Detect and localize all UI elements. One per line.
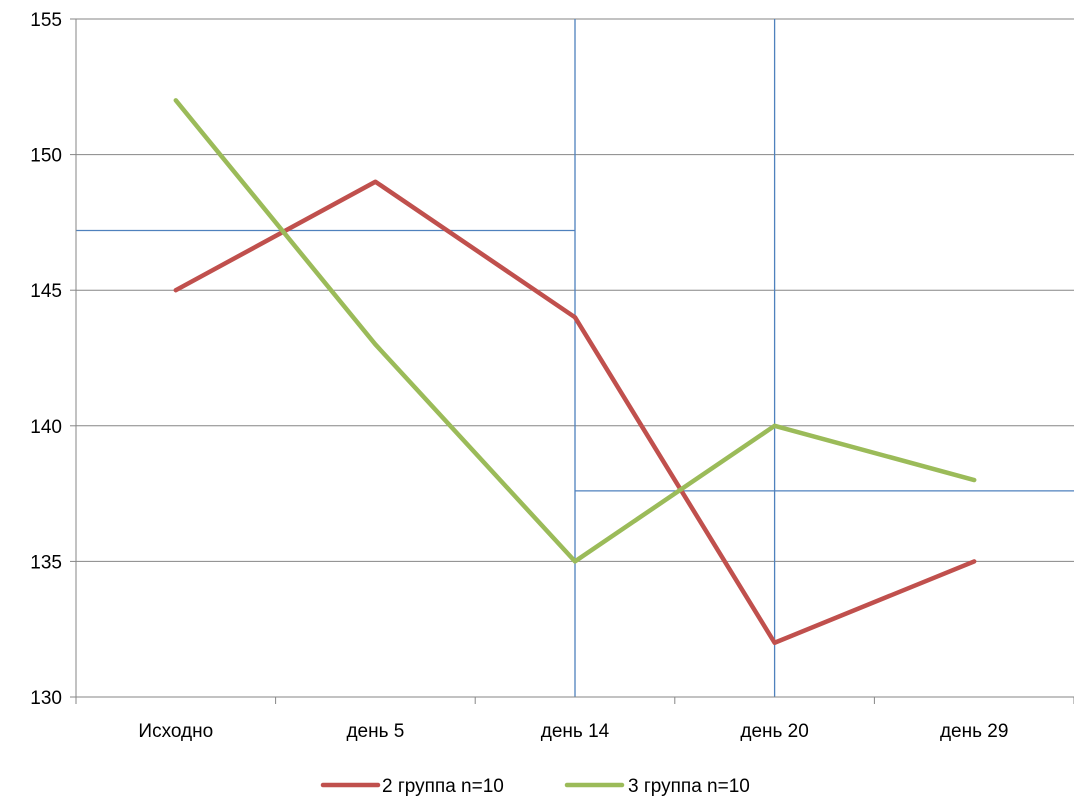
series-lines: [173, 98, 977, 646]
x-tick-label: день 29: [940, 721, 1008, 742]
x-tick-label: день 20: [740, 721, 808, 742]
legend: 2 группа n=10 3 группа n=10: [320, 776, 750, 797]
x-tick-label: день 5: [346, 721, 404, 742]
y-tick-label: 150: [30, 146, 62, 167]
legend-label: 3 группа n=10: [628, 776, 750, 797]
series-line-1: [173, 179, 977, 646]
x-tick-label: день 14: [541, 721, 610, 742]
y-tick-labels: 130 135 140 145 150 155: [30, 10, 62, 709]
y-tick-label: 130: [30, 688, 62, 709]
series-line-2: [173, 98, 977, 564]
reference-lines: [76, 19, 1074, 697]
axes: [70, 18, 1074, 704]
y-tick-label: 145: [30, 281, 62, 302]
y-tick-label: 135: [30, 552, 62, 573]
y-tick-label: 155: [30, 10, 62, 31]
y-tick-label: 140: [30, 417, 62, 438]
legend-label: 2 группа n=10: [382, 776, 504, 797]
x-tick-labels: Исходно день 5 день 14 день 20 день 29: [138, 721, 1008, 742]
x-tick-label: Исходно: [138, 721, 213, 742]
